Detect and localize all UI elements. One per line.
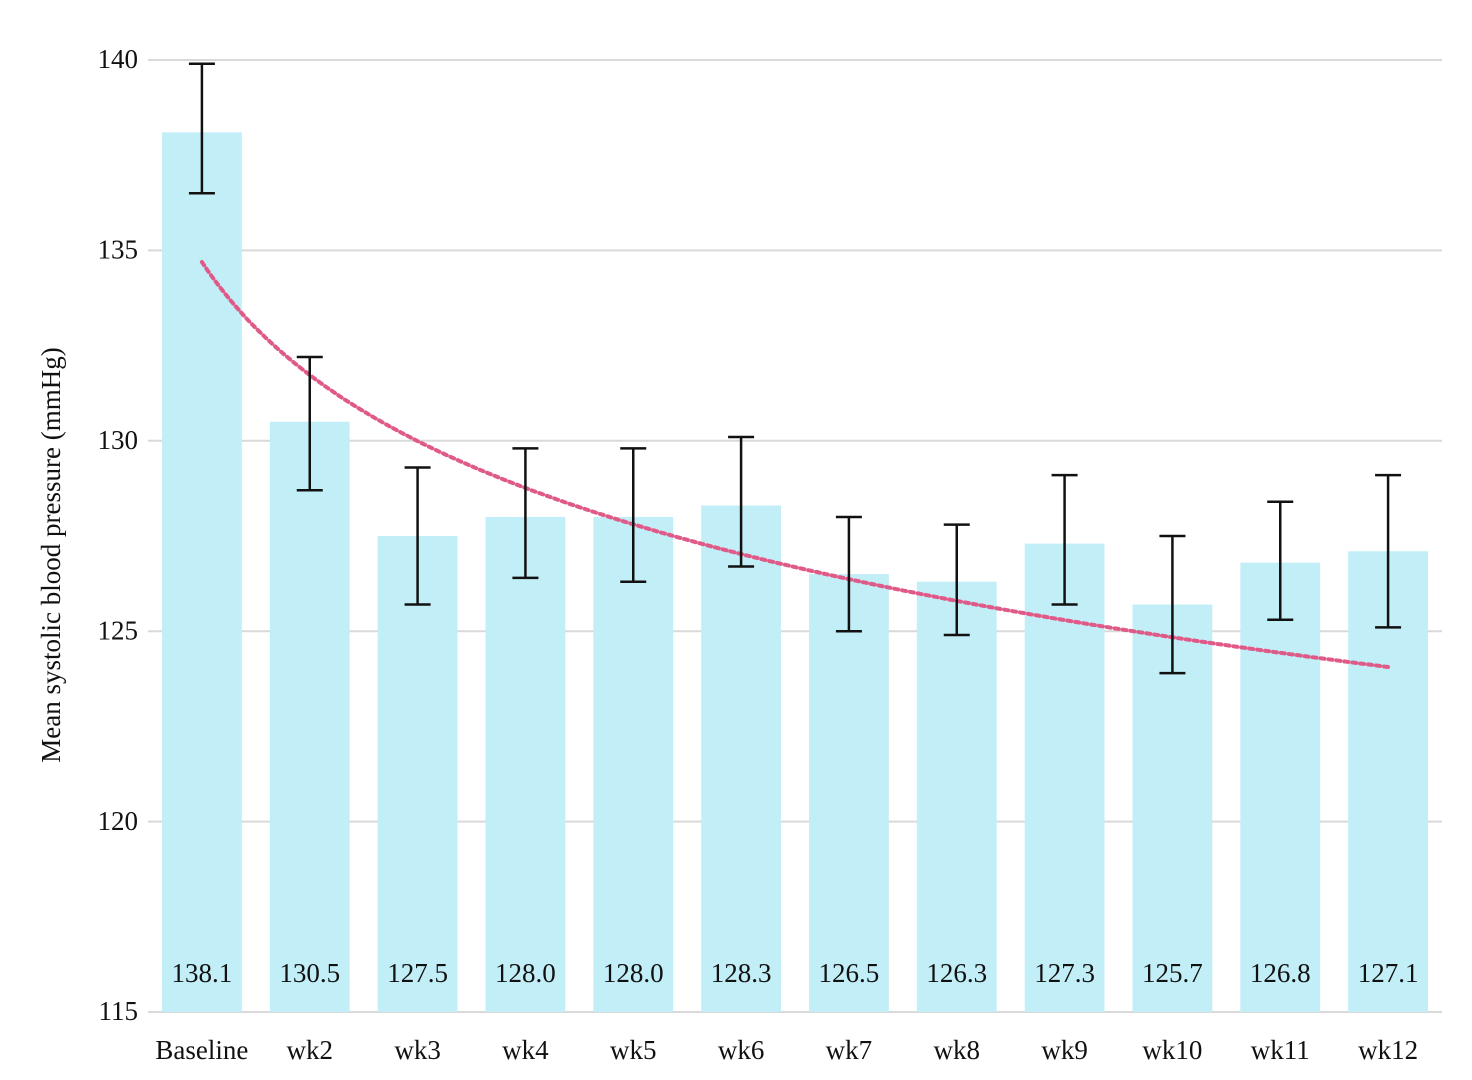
- bar: [701, 505, 781, 1012]
- bar: [1024, 543, 1105, 1012]
- bar: [809, 574, 889, 1012]
- x-tick-label: wk10: [1142, 1035, 1202, 1065]
- y-tick-label: 135: [98, 235, 139, 265]
- error-bar: [188, 62, 215, 195]
- error-bar: [1267, 500, 1294, 622]
- bar: [1240, 562, 1321, 1012]
- bar-value-label: 128.0: [495, 958, 556, 988]
- x-tick-label: wk5: [610, 1035, 657, 1065]
- error-bar: [620, 447, 647, 583]
- x-tick-label: wk11: [1251, 1035, 1310, 1065]
- x-tick-label: wk4: [502, 1035, 549, 1065]
- bar-value-label: 138.1: [172, 958, 233, 988]
- x-tick-label: wk6: [718, 1035, 765, 1065]
- bar: [269, 421, 350, 1012]
- y-tick-label: 125: [98, 615, 139, 645]
- bar: [593, 516, 674, 1012]
- x-tick-label: wk12: [1358, 1035, 1418, 1065]
- error-bars: [188, 62, 1402, 675]
- bar: [916, 581, 997, 1012]
- bar: [162, 132, 242, 1013]
- x-tick-label: wk7: [826, 1035, 873, 1065]
- labels: 115 120 125 130 135 140 138.1 Baseline 130.5 wk2 1…: [98, 44, 1419, 1065]
- error-bar: [835, 515, 862, 633]
- error-bar: [1051, 473, 1078, 606]
- error-bar: [728, 435, 755, 568]
- bar-value-label: 126.3: [926, 958, 987, 988]
- x-tick-label: wk9: [1041, 1035, 1088, 1065]
- y-axis-title: Mean systolic blood pressure (mmHg): [36, 347, 66, 762]
- error-bar: [296, 355, 323, 492]
- x-tick-label: Baseline: [155, 1035, 248, 1065]
- bar-value-label: 128.0: [603, 958, 664, 988]
- y-tick-label: 130: [98, 425, 139, 455]
- x-tick-label: wk8: [934, 1035, 981, 1065]
- grid-lines: [148, 59, 1442, 1013]
- bar-value-label: 128.3: [711, 958, 772, 988]
- trendline: [199, 260, 1391, 669]
- trendline-layer: [199, 260, 1391, 669]
- bars: [162, 132, 1428, 1013]
- y-tick-label: 140: [98, 44, 139, 74]
- x-tick-label: wk3: [394, 1035, 441, 1065]
- error-bar: [404, 466, 431, 606]
- bar-value-label: 126.8: [1250, 958, 1311, 988]
- bar-value-label: 125.7: [1142, 958, 1203, 988]
- bar-value-label: 126.5: [819, 958, 880, 988]
- bar-value-label: 127.1: [1358, 958, 1419, 988]
- x-tick-label: wk2: [287, 1035, 334, 1065]
- y-tick-label: 120: [98, 806, 139, 836]
- error-bar: [1159, 534, 1186, 675]
- bar-value-label: 127.3: [1034, 958, 1095, 988]
- bar: [377, 536, 458, 1012]
- bar-value-label: 127.5: [387, 958, 448, 988]
- y-tick-label: 115: [99, 996, 139, 1026]
- bar-value-label: 130.5: [279, 958, 340, 988]
- error-bar: [943, 523, 970, 637]
- error-bar: [1375, 473, 1402, 629]
- bar: [485, 516, 566, 1012]
- error-bar: [512, 447, 539, 580]
